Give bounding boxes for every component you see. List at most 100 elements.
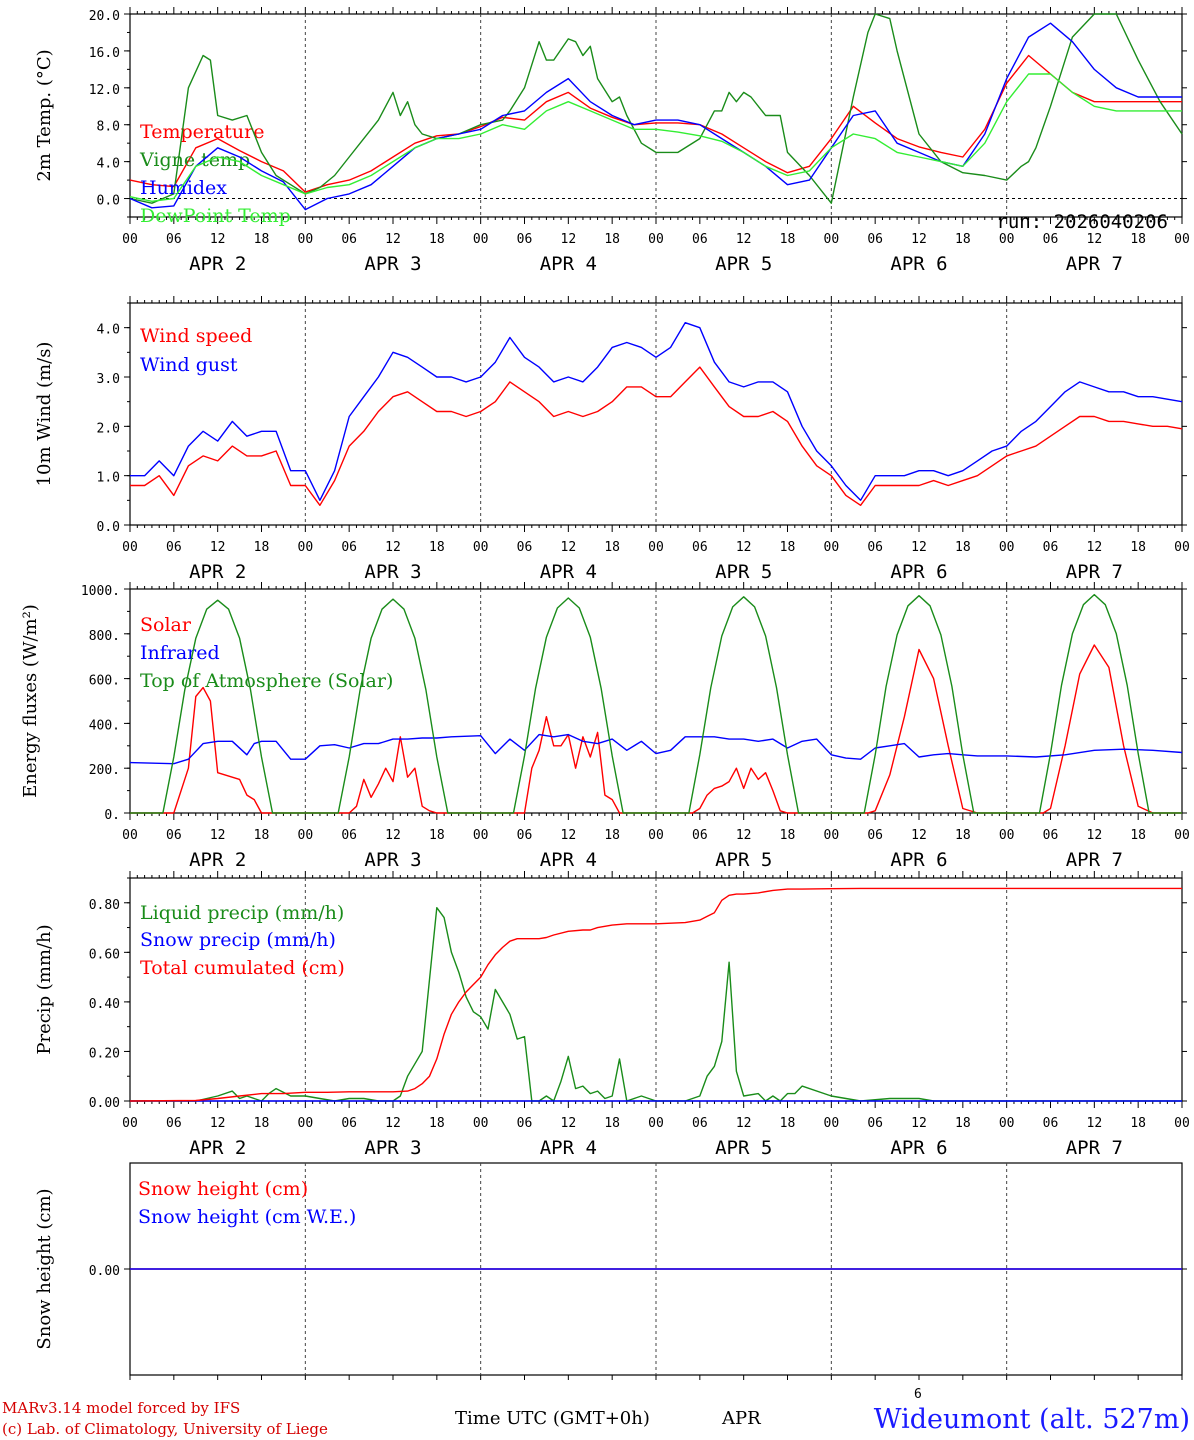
panel-energy: 0. 200. 400. 600. 800. 1000. 00 06 12 18 00 06 12 18 0… xyxy=(20,582,1190,871)
x-tick-label: 18 xyxy=(780,828,796,843)
x-tick-label: 06 xyxy=(867,1116,883,1131)
x-tick-label: 18 xyxy=(1130,1116,1146,1131)
x-tick-label: 18 xyxy=(1130,232,1146,247)
x-tick-label: 12 xyxy=(911,1116,927,1131)
x-tick-label: 06 xyxy=(867,232,883,247)
y-tick-label: 4.0 xyxy=(97,323,120,338)
legend-entry: Temperature xyxy=(140,121,264,143)
x-tick-label: 18 xyxy=(604,1116,620,1131)
x-tick-label: 12 xyxy=(1087,1116,1103,1131)
x-tick-label: 12 xyxy=(385,540,401,555)
x-tick-label: 12 xyxy=(736,1116,752,1131)
x-tick-label: 06 xyxy=(517,540,533,555)
x-tick-label: 06 xyxy=(341,232,357,247)
x-tick-label: 00 xyxy=(1174,828,1190,843)
series-line-wind-speed xyxy=(130,366,1183,506)
y-tick-label: 16.0 xyxy=(89,46,120,61)
y-tick-label: 400. xyxy=(89,718,120,733)
x-tick-label: 12 xyxy=(736,232,752,247)
x-tick-label: 18 xyxy=(254,540,270,555)
station-title: Wideumont (alt. 527m) xyxy=(874,1404,1190,1435)
x-tick-label: 00 xyxy=(999,232,1015,247)
x-tick-label: 00 xyxy=(122,540,138,555)
series-line-dewpoint-temp xyxy=(129,73,1182,203)
series-line-total-cumulated-cm- xyxy=(129,887,1182,1102)
y-axis-label: Snow height (cm) xyxy=(34,1188,55,1349)
x-tick-label: 06 xyxy=(1043,1116,1059,1131)
x-tick-label: 18 xyxy=(1130,828,1146,843)
x-tick-label: 12 xyxy=(1087,232,1103,247)
x-tick-label: 00 xyxy=(473,1116,489,1131)
x-tick-label: 18 xyxy=(955,1116,971,1131)
day-label: APR 3 xyxy=(364,253,421,275)
x-tick-label: 06 xyxy=(166,232,182,247)
x-tick-label: 06 xyxy=(1043,828,1059,843)
day-label: APR 5 xyxy=(715,849,772,871)
legend-entry: Wind speed xyxy=(140,325,252,347)
series-line-top-of-atmosphere-solar- xyxy=(130,593,1182,814)
day-label: APR 2 xyxy=(189,561,246,583)
x-tick-label: 06 xyxy=(1043,540,1059,555)
x-tick-label: 06 xyxy=(341,540,357,555)
legend-entry: Snow precip (mm/h) xyxy=(140,929,336,951)
legend-entry: Humidex xyxy=(140,177,227,199)
x-tick-label: 12 xyxy=(736,828,752,843)
x-tick-label: 18 xyxy=(429,1116,445,1131)
legend-entry: Wind gust xyxy=(140,354,238,376)
y-tick-label: 2.0 xyxy=(97,421,120,436)
x-tick-label: 18 xyxy=(955,828,971,843)
x-tick-label: 12 xyxy=(911,540,927,555)
plot-frame xyxy=(129,588,1183,814)
x-tick-label: 12 xyxy=(561,1116,577,1131)
x-tick-label: 00 xyxy=(1174,1116,1190,1131)
day-label: APR 6 xyxy=(890,253,947,275)
y-tick-label: 0.80 xyxy=(89,898,120,913)
y-tick-label: 0.0 xyxy=(97,520,120,535)
x-tick-label: 00 xyxy=(298,1116,314,1131)
x-tick-label: 12 xyxy=(911,828,927,843)
x-tick-label: 12 xyxy=(210,1116,226,1131)
x-tick-label: 06 xyxy=(867,540,883,555)
legend-entry: Infrared xyxy=(140,642,220,664)
day-label: APR 5 xyxy=(715,253,772,275)
y-tick-label: 1.0 xyxy=(97,471,120,486)
run-annotation: run: 2026040206 xyxy=(996,211,1168,233)
x-tick-label: 00 xyxy=(473,540,489,555)
x-tick-label: 12 xyxy=(1087,540,1103,555)
y-tick-label: 200. xyxy=(89,763,120,778)
x-tick-label: 00 xyxy=(122,232,138,247)
x-tick-label: 00 xyxy=(1174,232,1190,247)
y-tick-label: 3.0 xyxy=(97,372,120,387)
day-label: APR 7 xyxy=(1066,1137,1123,1159)
x-tick-label: 00 xyxy=(648,232,664,247)
x-tick-label: 18 xyxy=(254,1116,270,1131)
day-label: APR 4 xyxy=(540,253,597,275)
x-tick-label: 06 xyxy=(692,1116,708,1131)
month-label: APR xyxy=(721,1408,761,1429)
day-label: APR 3 xyxy=(364,1137,421,1159)
x-tick-label: 06 xyxy=(692,540,708,555)
y-tick-label: 800. xyxy=(89,629,120,644)
x-tick-label: 00 xyxy=(122,828,138,843)
y-axis-label: 10m Wind (m/s) xyxy=(34,342,55,487)
legend-entry: Total cumulated (cm) xyxy=(140,957,345,979)
x-tick-label: 12 xyxy=(561,828,577,843)
x-tick-label: 18 xyxy=(1130,540,1146,555)
x-tick-label: 00 xyxy=(298,828,314,843)
footer: MARv3.14 model forced by IFS (c) Lab. of … xyxy=(2,1387,1190,1438)
x-tick-label: 00 xyxy=(824,828,840,843)
x-tick-label: 12 xyxy=(210,232,226,247)
x-tick-label: 00 xyxy=(1174,540,1190,555)
day-label: APR 4 xyxy=(540,1137,597,1159)
y-tick-label: 4.0 xyxy=(97,157,120,172)
y-axis-label: Energy fluxes (W/m²) xyxy=(20,604,41,798)
x-tick-label: 12 xyxy=(561,232,577,247)
day-label: APR 2 xyxy=(189,253,246,275)
y-tick-label: 0.40 xyxy=(89,997,120,1012)
x-tick-label: 18 xyxy=(604,828,620,843)
x-tick-label: 18 xyxy=(955,540,971,555)
y-tick-label: 0.20 xyxy=(89,1046,120,1061)
x-tick-label: 00 xyxy=(298,232,314,247)
day-label: APR 5 xyxy=(715,561,772,583)
